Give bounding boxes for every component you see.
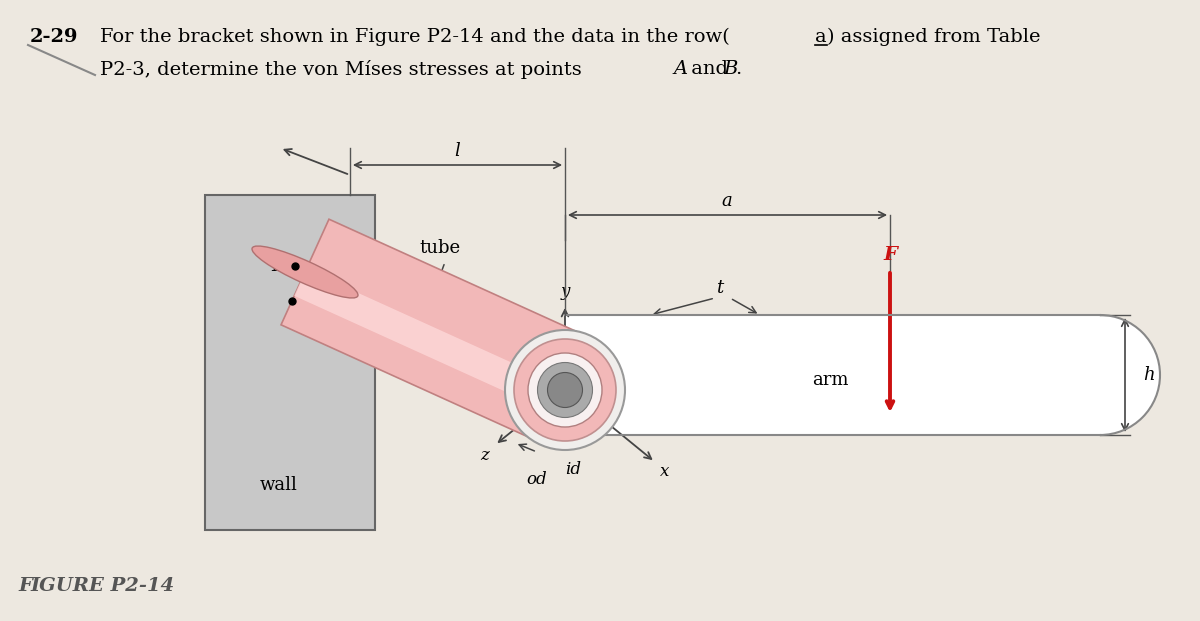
Text: A: A (673, 60, 688, 78)
Text: wall: wall (260, 476, 298, 494)
Text: F: F (18, 577, 32, 595)
Polygon shape (281, 219, 589, 443)
Text: 2-29: 2-29 (30, 28, 78, 46)
Text: od: od (527, 471, 547, 489)
Bar (565, 315, 1100, 435)
Ellipse shape (538, 363, 593, 417)
Bar (205, 195, 374, 530)
Ellipse shape (505, 330, 625, 450)
Text: and: and (685, 60, 734, 78)
Wedge shape (1100, 315, 1160, 435)
Text: .: . (734, 60, 742, 78)
Text: h: h (1142, 366, 1154, 384)
Text: F: F (883, 246, 896, 264)
Ellipse shape (252, 246, 358, 298)
Text: a: a (721, 192, 732, 210)
Text: B: B (271, 258, 284, 276)
Text: z: z (481, 446, 490, 463)
Text: B: B (722, 60, 737, 78)
Text: For the bracket shown in Figure P2-14 and the data in the row(: For the bracket shown in Figure P2-14 an… (100, 28, 730, 46)
Text: ) assigned from Table: ) assigned from Table (827, 28, 1040, 46)
Text: id: id (565, 461, 581, 479)
Text: y: y (560, 284, 570, 301)
Ellipse shape (528, 353, 602, 427)
Ellipse shape (514, 339, 616, 441)
Text: x: x (660, 463, 670, 481)
Polygon shape (294, 270, 566, 414)
Text: A: A (310, 280, 323, 298)
Ellipse shape (547, 373, 582, 407)
Text: arm: arm (811, 371, 848, 389)
Text: l: l (454, 142, 460, 160)
Text: IGURE P2-14: IGURE P2-14 (30, 577, 174, 595)
Text: t: t (716, 279, 724, 297)
Text: P2-3, determine the von Míses stresses at points: P2-3, determine the von Míses stresses a… (100, 60, 588, 79)
Text: tube: tube (420, 239, 461, 257)
Text: a: a (815, 28, 827, 46)
